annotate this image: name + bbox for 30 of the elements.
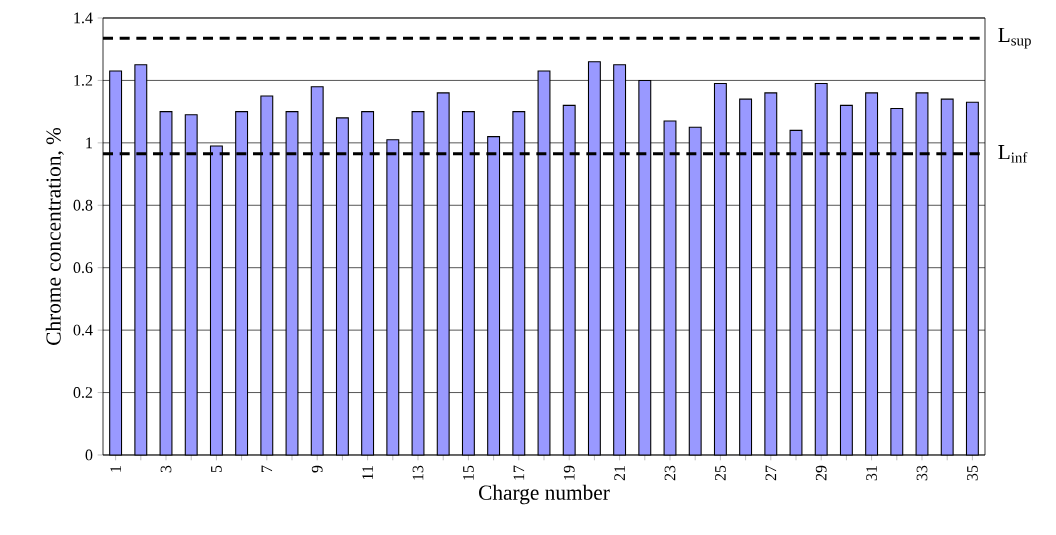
y-tick-label: 1.2 bbox=[74, 75, 93, 86]
x-tick-label: 23 bbox=[664, 465, 676, 481]
x-tick-label: 19 bbox=[563, 465, 575, 480]
ref-line-label: L$_{inf}$ bbox=[998, 145, 1028, 163]
y-tick-label: 1 bbox=[86, 137, 93, 149]
y-tick-label: 0.8 bbox=[73, 199, 93, 211]
x-tick-label: 21 bbox=[614, 465, 625, 481]
y-tick-label: 1.4 bbox=[74, 12, 93, 24]
y-axis-title: Chrome concentration, % bbox=[45, 127, 64, 345]
x-tick-label: 35 bbox=[967, 465, 978, 481]
y-tick-label: 0.2 bbox=[73, 387, 93, 398]
x-tick-label: 13 bbox=[412, 465, 424, 480]
y-tick-label: 0.4 bbox=[73, 324, 93, 336]
x-tick-label: 25 bbox=[715, 465, 726, 481]
x-tick-label: 17 bbox=[513, 465, 525, 480]
x-tick-label: 1 bbox=[110, 465, 121, 472]
x-axis-title: Charge number bbox=[479, 484, 610, 505]
x-tick-label: 31 bbox=[866, 465, 877, 481]
x-tick-label: 15 bbox=[463, 465, 474, 480]
x-tick-label: 7 bbox=[261, 465, 273, 472]
x-tick-label: 27 bbox=[765, 465, 777, 481]
x-tick-label: 9 bbox=[311, 465, 323, 473]
x-tick-label: 33 bbox=[916, 465, 928, 481]
x-tick-label: 5 bbox=[211, 465, 222, 473]
y-tick-label: 0 bbox=[85, 449, 93, 461]
x-tick-label: 11 bbox=[362, 465, 373, 480]
x-tick-label: 3 bbox=[160, 465, 172, 473]
x-tick-label: 29 bbox=[815, 465, 827, 481]
y-tick-label: 0.6 bbox=[73, 262, 93, 274]
ref-line-label: L$_{sup}$ bbox=[998, 27, 1031, 49]
